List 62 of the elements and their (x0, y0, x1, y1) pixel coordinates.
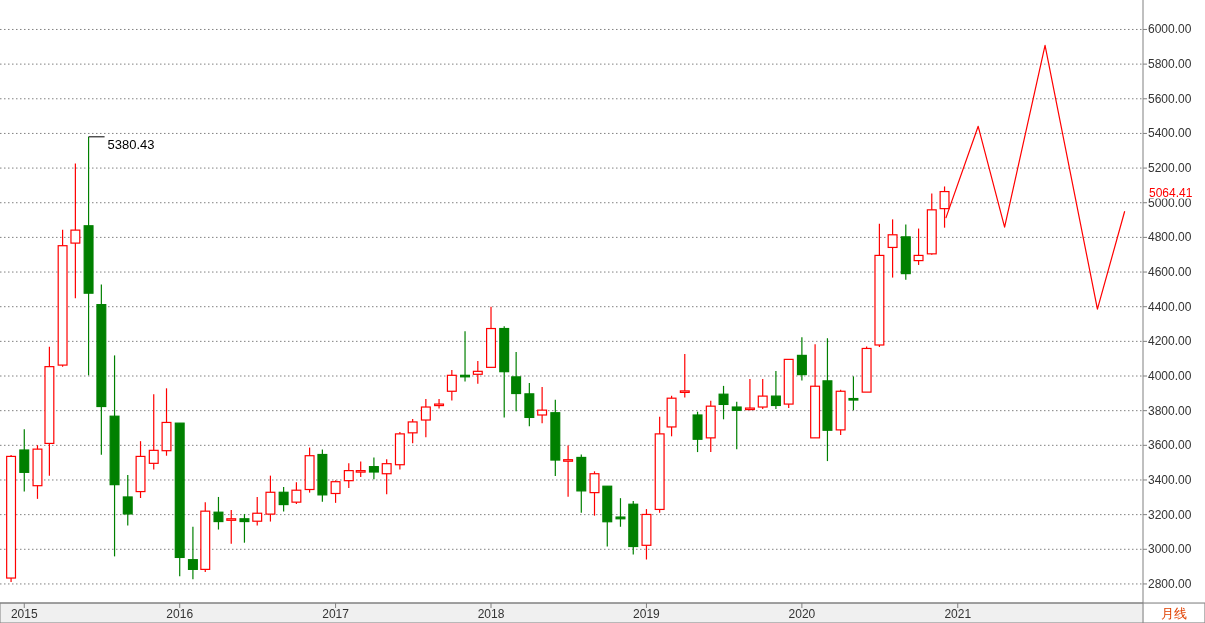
candlestick (381, 458, 392, 495)
candlestick (407, 418, 418, 444)
candlestick (434, 398, 445, 410)
y-tick-label: 4600.00 (1148, 265, 1192, 280)
candlestick (615, 497, 626, 528)
candlestick (887, 218, 898, 279)
y-tick-label: 5600.00 (1148, 91, 1192, 106)
x-tick-label: 2017 (322, 607, 350, 621)
candlestick (472, 360, 483, 385)
x-tick-label: 2020 (788, 607, 816, 621)
x-tick-label: 2018 (477, 607, 505, 621)
candlestick (291, 481, 302, 505)
candlestick (239, 513, 250, 544)
y-tick-label: 3600.00 (1148, 438, 1192, 453)
candlestick (252, 496, 263, 527)
x-tick-label: 2015 (10, 607, 38, 621)
y-tick-label: 2800.00 (1148, 576, 1192, 591)
candlestick (446, 369, 457, 402)
candlestick (278, 486, 289, 513)
candlestick (913, 227, 924, 266)
x-tick-label: 2019 (633, 607, 661, 621)
y-tick-label: 5400.00 (1148, 126, 1192, 141)
candlestick (213, 496, 224, 531)
candlestick (731, 401, 742, 450)
candlestick (511, 351, 522, 412)
y-tick-label: 5200.00 (1148, 161, 1192, 176)
candlestick (148, 393, 159, 471)
candlestick (757, 378, 768, 410)
candlestick (744, 378, 755, 411)
candlestick (265, 475, 276, 523)
x-tick-label: 2016 (166, 607, 194, 621)
text: 月线 (1161, 606, 1187, 621)
candlestick (187, 526, 198, 580)
candlestick (343, 462, 354, 489)
y-tick-label: 3200.00 (1148, 507, 1192, 522)
candlestick (718, 385, 729, 420)
candlestick (589, 470, 600, 517)
candlestick (563, 444, 574, 498)
candlestick (537, 386, 548, 424)
y-tick-label: 3800.00 (1148, 403, 1192, 418)
y-tick-label: 4200.00 (1148, 334, 1192, 349)
candlestick (368, 456, 379, 480)
y-tick-label: 6000.00 (1148, 22, 1192, 37)
y-tick-label: 4800.00 (1148, 230, 1192, 245)
candlestick (330, 479, 341, 504)
candlestick (524, 382, 535, 427)
candlestick (848, 375, 859, 411)
annotation: 5380.43 (107, 136, 155, 152)
candlestick (796, 336, 807, 382)
candlestick (122, 474, 133, 527)
candlestick (420, 398, 431, 438)
candlestick (70, 162, 81, 299)
y-tick-label: 4400.00 (1148, 299, 1192, 314)
y-tick-label: 3400.00 (1148, 472, 1192, 487)
x-tick-label: 2021 (944, 607, 972, 621)
y-tick-label: 4000.00 (1148, 369, 1192, 384)
candlestick (19, 428, 30, 493)
y-tick-label: 5800.00 (1148, 57, 1192, 72)
candlestick (226, 509, 237, 545)
candlestick (770, 370, 781, 410)
candlestick (679, 353, 690, 399)
y-tick-label: 3000.00 (1148, 542, 1192, 557)
